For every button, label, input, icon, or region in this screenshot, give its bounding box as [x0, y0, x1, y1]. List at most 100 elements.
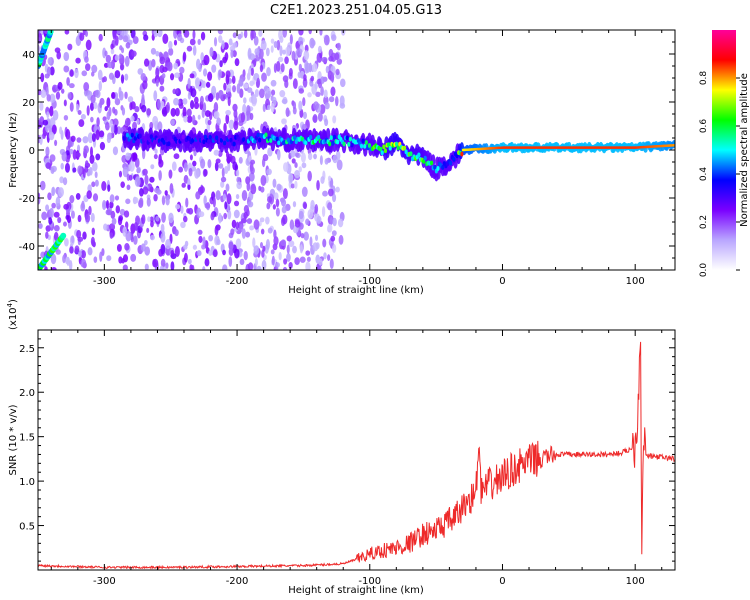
spectrogram-noise-cell	[291, 158, 296, 164]
spectrogram-noise-cell	[234, 58, 240, 67]
spectrogram-noise-cell	[189, 73, 195, 79]
spectrogram-ridge-cell	[258, 137, 262, 143]
spectrogram-noise-cell	[59, 176, 64, 184]
spectrogram-noise-cell	[152, 115, 159, 126]
spectrogram-noise-cell	[328, 48, 334, 58]
spectrogram-noise-cell	[110, 48, 115, 55]
spectrogram-noise-cell	[67, 93, 72, 100]
spectrogram-noise-cell	[282, 162, 289, 172]
spectrogram-noise-cell	[125, 198, 131, 205]
spectrogram-noise-cell	[187, 91, 192, 100]
spectrogram-noise-cell	[160, 100, 165, 109]
spectrogram-noise-cell	[128, 160, 135, 172]
spectrogram-noise-cell	[141, 104, 147, 113]
spectrogram-noise-cell	[231, 75, 236, 84]
spectrogram-noise-cell	[223, 212, 228, 220]
spectrogram-noise-cell	[226, 91, 232, 100]
spectrogram-noise-cell	[292, 201, 297, 208]
spectrogram-noise-cell	[273, 63, 277, 73]
spectrogram-noise-cell	[181, 182, 186, 188]
spectrogram-noise-cell	[261, 259, 267, 270]
spectrogram-noise-cell	[64, 237, 69, 247]
spectrogram-noise-cell	[280, 63, 285, 73]
spectrogram-noise-cell	[133, 197, 139, 204]
spectrogram-noise-cell	[298, 100, 303, 111]
spectrogram-noise-cell	[174, 246, 180, 257]
spectrogram-noise-cell	[80, 250, 87, 259]
spectrogram-ridge-cell	[152, 139, 157, 145]
spectrogram-noise-cell	[234, 248, 240, 259]
spectrogram-noise-cell	[124, 243, 130, 251]
spectrogram-noise-cell	[325, 65, 330, 74]
spectrogram-noise-cell	[155, 50, 160, 57]
spectrogram-noise-cell	[93, 256, 98, 263]
spectrogram-noise-cell	[233, 109, 238, 119]
y-tick-label: 1.0	[19, 477, 35, 488]
spectrogram-noise-cell	[310, 75, 315, 82]
spectrogram-noise-cell	[235, 193, 240, 200]
spectrogram-noise-cell	[320, 76, 325, 84]
spectrogram-ridge-cell	[672, 143, 675, 147]
spectrogram-noise-cell	[208, 234, 214, 242]
spectrogram-noise-cell	[218, 35, 223, 44]
colorbar-gradient	[712, 30, 736, 270]
spectrogram-noise-cell	[222, 56, 228, 64]
spectrogram-ridge-cell	[167, 141, 171, 147]
spectrogram-noise-cell	[186, 45, 193, 52]
spectrogram-noise-cell	[258, 48, 264, 60]
spectrogram-noise-cell	[286, 235, 293, 242]
spectrogram-noise-cell	[168, 47, 174, 56]
spectrogram-noise-cell	[87, 247, 93, 256]
spectrogram-noise-cell	[327, 202, 333, 211]
spectrogram-noise-cell	[220, 176, 227, 183]
spectrogram-noise-cell	[186, 115, 193, 123]
spectrogram-noise-cell	[72, 167, 77, 173]
spectrogram-noise-cell	[153, 90, 158, 102]
spectrogram-noise-cell	[218, 163, 224, 169]
spectrogram-noise-cell	[61, 88, 65, 94]
spectrogram-noise-cell	[267, 196, 273, 203]
spectrogram-noise-cell	[89, 154, 95, 165]
y-tick-label: -20	[19, 194, 35, 205]
spectrogram-noise-cell	[230, 228, 235, 236]
spectrogram-noise-cell	[49, 93, 56, 104]
spectrogram-noise-cell	[123, 210, 130, 218]
spectrogram-noise-cell	[91, 64, 98, 74]
spectrogram-y-axis-label: Frequency (Hz)	[8, 112, 19, 188]
spectrogram-noise-cell	[186, 208, 190, 214]
spectrogram-noise-cell	[131, 50, 137, 57]
spectrogram-noise-cell	[254, 48, 260, 55]
spectrogram-ridge-cell	[304, 140, 308, 146]
x-tick-label: -300	[93, 276, 116, 287]
spectrogram-noise-cell	[130, 101, 136, 110]
spectrogram-noise-cell	[202, 266, 206, 270]
spectrogram-noise-cell	[195, 191, 201, 200]
spectrogram-ridge-cell	[162, 140, 166, 145]
spectrogram-noise-cell	[243, 30, 248, 39]
spectrogram-noise-cell	[281, 98, 288, 104]
spectrogram-noise-cell	[334, 52, 340, 61]
spectrogram-noise-cell	[94, 179, 99, 187]
spectrogram-ridge-cell	[423, 155, 427, 161]
spectrogram-noise-cell	[120, 181, 125, 189]
spectrogram-noise-cell	[242, 83, 249, 89]
spectrogram-noise-cell	[143, 34, 149, 42]
spectrogram-noise-cell	[273, 229, 277, 239]
spectrogram-noise-cell	[182, 51, 187, 62]
spectrogram-ridge-cell	[202, 139, 206, 145]
spectrogram-noise-cell	[48, 131, 55, 141]
spectrogram-noise-cell	[249, 225, 255, 231]
spectrogram-noise-cell	[214, 225, 219, 236]
colorbar-label: Normalized spectral amplitude	[739, 73, 750, 227]
spectrogram-noise-cell	[321, 206, 326, 218]
spectrogram-noise-cell	[170, 107, 176, 117]
spectrogram-ridge-cell	[350, 142, 354, 148]
spectrogram-noise-cell	[174, 107, 180, 117]
spectrogram-noise-cell	[208, 250, 213, 256]
spectrogram-noise-cell	[125, 152, 131, 161]
spectrogram-ridge-cell	[275, 136, 279, 142]
spectrogram-noise-cell	[270, 89, 276, 96]
spectrogram-ridge-cell	[133, 136, 138, 141]
spectrogram-noise-cell	[77, 214, 82, 223]
spectrogram-noise-cell	[292, 101, 297, 110]
